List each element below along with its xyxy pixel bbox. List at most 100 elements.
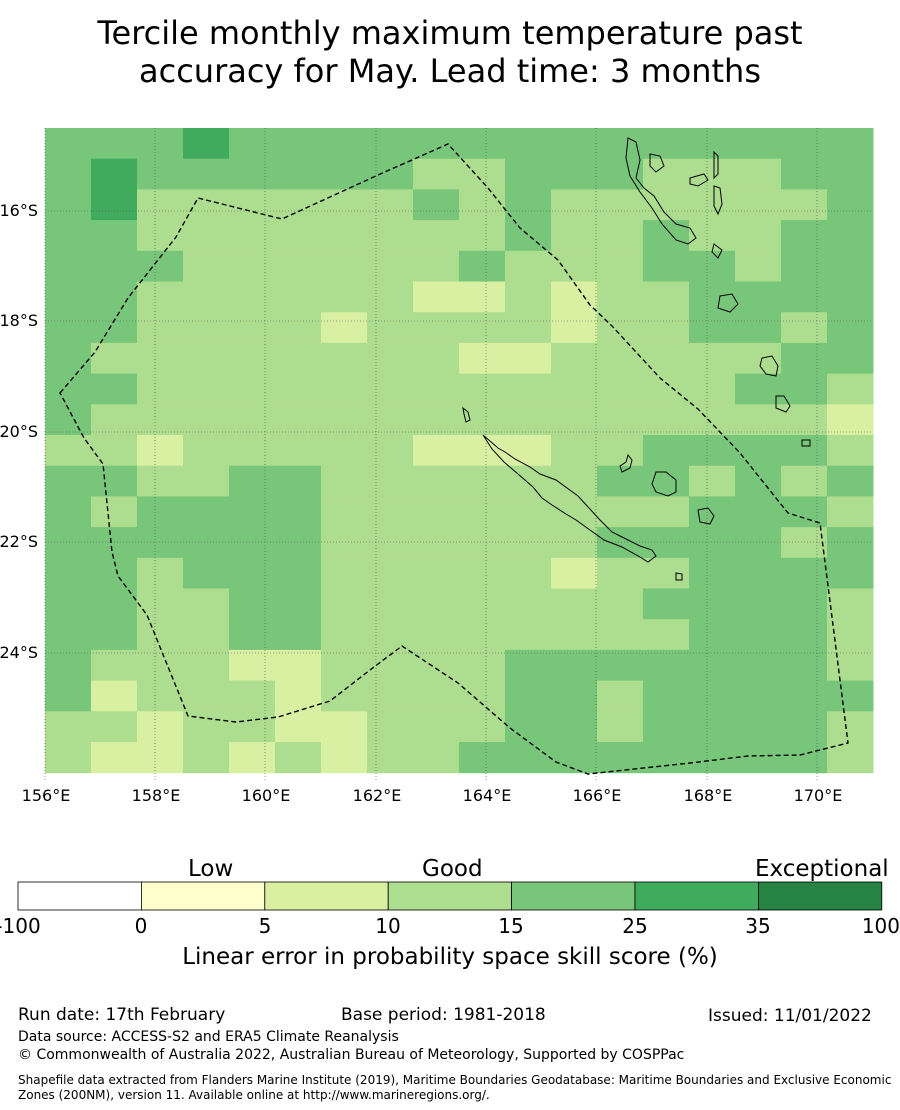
grid-cell	[321, 128, 368, 160]
grid-cell	[45, 435, 92, 467]
grid-cell	[827, 373, 874, 405]
grid-cell	[597, 649, 644, 682]
grid-cell	[505, 496, 552, 528]
grid-cell	[827, 680, 874, 712]
grid-cell	[551, 220, 598, 252]
grid-cell	[45, 619, 92, 651]
grid-cell	[551, 588, 598, 620]
grid-cell	[413, 404, 460, 436]
grid-cell	[551, 465, 598, 497]
grid-cell	[505, 342, 552, 375]
skill-grid-cells	[45, 128, 874, 774]
lon-label-162: 162°E	[352, 786, 402, 805]
grid-cell	[689, 342, 736, 375]
grid-cell	[275, 619, 322, 651]
grid-cell	[183, 649, 230, 682]
isle-of-pines-outline	[675, 572, 683, 581]
colorbar-segment	[264, 881, 389, 911]
grid-cell	[367, 312, 414, 344]
grid-cell	[505, 435, 552, 467]
grid-cell	[45, 312, 92, 344]
issued-date: Issued: 11/01/2022	[708, 1006, 872, 1026]
grid-cell	[551, 527, 598, 559]
grid-cell	[413, 465, 460, 497]
grid-cell	[551, 373, 598, 405]
grid-cell	[551, 680, 598, 712]
grid-cell	[643, 435, 690, 467]
grid-cell	[735, 465, 782, 497]
grid-cell	[229, 435, 276, 467]
grid-cell	[367, 680, 414, 712]
grid-cell	[229, 128, 276, 160]
grid-cell	[275, 649, 322, 682]
grid-cell	[735, 527, 782, 559]
grid-cell	[91, 128, 138, 160]
grid-cell	[229, 250, 276, 282]
grid-cell	[735, 158, 782, 190]
ouvea-outline	[619, 453, 633, 473]
grid-cell	[91, 649, 138, 682]
grid-cell	[183, 557, 230, 589]
grid-cell	[781, 680, 828, 712]
grid-cell	[275, 342, 322, 375]
grid-cell	[735, 128, 782, 160]
efate-outline	[717, 293, 739, 313]
grid-cell	[183, 342, 230, 375]
grid-cell	[45, 496, 92, 528]
grid-cell	[643, 312, 690, 344]
grid-cell	[597, 619, 644, 651]
colorbar-tick-5: 5	[258, 914, 272, 938]
grid-cell	[781, 373, 828, 405]
grid-cell	[459, 435, 506, 467]
category-good: Good	[422, 856, 483, 882]
grid-cell	[183, 373, 230, 405]
grid-cell	[505, 557, 552, 589]
lon-label-158: 158°E	[131, 786, 181, 805]
grid-cell	[229, 465, 276, 497]
grid-cell	[183, 711, 230, 743]
grid-cell	[321, 189, 368, 221]
grid-cell	[229, 742, 276, 774]
map-title: Tercile monthly maximum temperature past…	[0, 14, 900, 90]
grid-cell	[459, 281, 506, 313]
grid-cell	[827, 342, 874, 375]
shapefile-credit: Shapefile data extracted from Flanders M…	[18, 1073, 892, 1102]
grid-cell	[643, 496, 690, 528]
grid-cell	[505, 711, 552, 743]
grid-cell	[229, 312, 276, 344]
lat-label-22s: 22°S	[0, 532, 38, 551]
grid-cell	[689, 404, 736, 436]
colorbar-tick-25: 25	[622, 914, 648, 938]
grid-cell	[45, 342, 92, 375]
grid-cell	[781, 342, 828, 375]
grid-cell	[689, 220, 736, 252]
grid-cell	[367, 435, 414, 467]
grid-cell	[735, 588, 782, 620]
grid-cell	[643, 373, 690, 405]
grid-cell	[45, 557, 92, 589]
grid-cell	[137, 220, 184, 252]
grid-cell	[505, 527, 552, 559]
grid-cell	[551, 557, 598, 589]
grid-cell	[505, 742, 552, 774]
grid-cell	[183, 742, 230, 774]
grid-cell	[91, 220, 138, 252]
grid-cell	[781, 588, 828, 620]
map-title-line-2: accuracy for May. Lead time: 3 months	[138, 52, 761, 90]
grid-cell	[137, 557, 184, 589]
grid-cell	[597, 527, 644, 559]
grid-cell	[367, 496, 414, 528]
grid-cell	[367, 711, 414, 743]
grid-cell	[413, 128, 460, 160]
grid-cell	[597, 742, 644, 774]
grid-cell	[781, 312, 828, 344]
grid-cell	[183, 465, 230, 497]
grid-cell	[45, 465, 92, 497]
grid-cell	[137, 158, 184, 190]
grid-cell	[229, 711, 276, 743]
grid-cell	[413, 527, 460, 559]
grid-cell	[735, 557, 782, 589]
lon-label-164: 164°E	[462, 786, 512, 805]
grid-cell	[229, 158, 276, 190]
grid-cell	[505, 189, 552, 221]
